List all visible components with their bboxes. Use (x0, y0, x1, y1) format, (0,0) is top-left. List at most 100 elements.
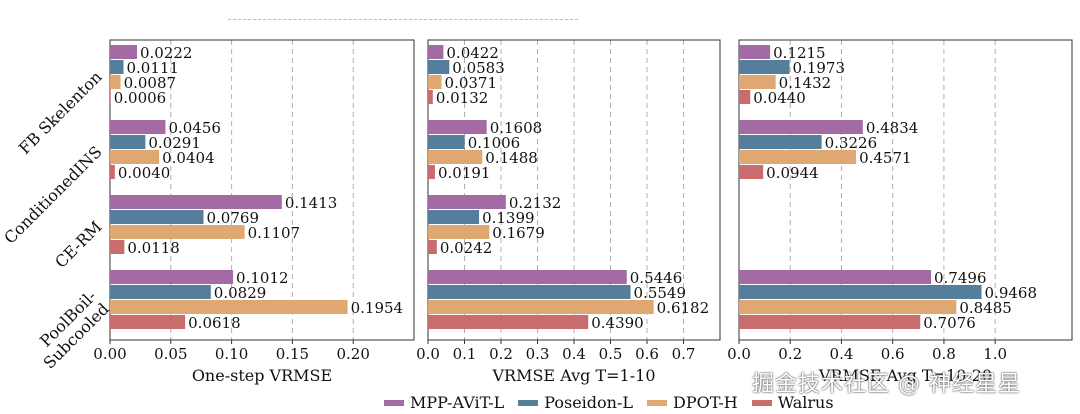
bar-p2-g4-s3 (428, 300, 654, 314)
data-label-p2-g2-s4: 0.0191 (438, 164, 491, 182)
legend-swatch-3 (647, 399, 667, 406)
bar-p1-g3-s4 (110, 240, 125, 254)
data-label-p3-g4-s4: 0.7076 (923, 314, 976, 332)
bar-p1-g3-s3 (110, 225, 245, 239)
bar-p3-g2-s3 (739, 150, 857, 164)
legend-label-1: MPP-AViT-L (410, 393, 505, 412)
panel-frame-2 (427, 39, 721, 341)
data-label-p1-g4-s2: 0.0829 (214, 284, 267, 302)
data-label-p2-g3-s1: 0.2132 (509, 194, 562, 212)
tick-label-p1-2: 0.10 (215, 345, 248, 363)
data-label-p1-g3-s2: 0.0769 (207, 209, 260, 227)
bar-p1-g1-s3 (110, 75, 121, 89)
bar-p3-g1-s4 (739, 90, 751, 104)
data-label-p2-g1-s4: 0.0132 (436, 89, 489, 107)
bar-p3-g4-s1 (739, 270, 932, 284)
bar-p3-g2-s2 (739, 135, 822, 149)
tick-label-p2-7: 0.7 (672, 345, 696, 363)
legend-item-2: Poseidon-L (518, 393, 633, 412)
bar-p2-g3-s2 (428, 210, 480, 224)
bar-p2-g3-s1 (428, 195, 506, 209)
data-label-p1-g2-s1: 0.0456 (168, 119, 221, 137)
bar-p2-g4-s2 (428, 285, 631, 299)
legend-swatch-1 (384, 399, 404, 406)
legend-item-4: Walrus (751, 393, 834, 412)
tick-label-p3-4: 0.8 (932, 345, 956, 363)
data-label-p2-g3-s2: 0.1399 (482, 209, 534, 227)
data-label-p2-g3-s4: 0.0242 (440, 239, 493, 257)
data-label-p1-g3-s1: 0.1413 (285, 194, 338, 212)
data-label-p3-g4-s3: 0.8485 (959, 299, 1012, 317)
watermark: 掘金技术社区 @ 神经星星 (752, 372, 1021, 397)
legend-label-3: DPOT-H (673, 393, 738, 412)
bar-p3-g4-s2 (739, 285, 982, 299)
data-label-p1-g2-s4: 0.0040 (118, 164, 171, 182)
tick-label-p3-2: 0.4 (830, 345, 854, 363)
legend-swatch-4 (751, 399, 772, 406)
x-axis-label-3: VRMSE Avg T=10-20 (818, 366, 992, 385)
bar-p1-g4-s2 (110, 285, 211, 299)
bar-p1-g2-s1 (110, 120, 166, 134)
legend-item-1: MPP-AViT-L (384, 393, 504, 412)
data-label-p1-g1-s2: 0.0111 (126, 59, 178, 77)
data-label-p3-g1-s2: 0.1973 (793, 59, 846, 77)
bar-p2-g4-s1 (428, 270, 627, 284)
tick-label-p3-3: 0.6 (881, 345, 905, 363)
data-label-p2-g4-s3: 0.6182 (657, 299, 710, 317)
bar-p1-g3-s1 (110, 195, 282, 209)
data-label-p1-g4-s4: 0.0618 (188, 314, 241, 332)
data-label-p3-g2-s3: 0.4571 (859, 149, 912, 167)
data-label-p2-g4-s2: 0.5549 (634, 284, 687, 302)
bar-p1-g4-s3 (110, 300, 348, 314)
bar-p2-g1-s3 (428, 75, 442, 89)
tick-label-p2-5: 0.5 (599, 345, 623, 363)
x-axis-label-1: One-step VRMSE (192, 366, 332, 385)
data-label-p2-g1-s1: 0.0422 (446, 44, 499, 62)
bar-p1-g1-s2 (110, 60, 124, 74)
bar-p3-g4-s3 (739, 300, 957, 314)
tick-label-p2-6: 0.6 (635, 345, 659, 363)
bar-p2-g3-s4 (428, 240, 437, 254)
bar-p3-g4-s4 (739, 315, 921, 329)
tick-label-p2-4: 0.4 (562, 345, 586, 363)
bar-p1-g2-s4 (110, 165, 115, 179)
data-label-p2-g3-s3: 0.1679 (492, 224, 545, 242)
data-label-p1-g3-s3: 0.1107 (248, 224, 301, 242)
bar-p2-g2-s4 (428, 165, 435, 179)
bar-p1-g4-s4 (110, 315, 186, 329)
bar-p2-g2-s3 (428, 150, 483, 164)
chart-legend: MPP-AViT-L Poseidon-L DPOT-H Walrus (384, 393, 834, 412)
tick-label-p3-5: 1.0 (983, 345, 1007, 363)
data-label-p2-g2-s3: 0.1488 (485, 149, 538, 167)
x-axis-label-2: VRMSE Avg T=1-10 (491, 366, 655, 385)
bar-p3-g1-s2 (739, 60, 790, 74)
data-label-p2-g2-s2: 0.1006 (468, 134, 521, 152)
tick-label-p3-0: 0.0 (727, 345, 751, 363)
top-divider-line (228, 19, 578, 20)
bar-p3-g2-s1 (739, 120, 863, 134)
panel-frame-3 (738, 39, 1073, 341)
data-label-p3-g1-s1: 0.1215 (773, 44, 826, 62)
data-label-p2-g4-s1: 0.5446 (630, 269, 683, 287)
data-label-p1-g1-s4: 0.0006 (114, 89, 167, 107)
data-label-p3-g4-s1: 0.7496 (934, 269, 987, 287)
category-label-3: CE-RM (51, 217, 105, 271)
bar-p3-g2-s4 (739, 165, 764, 179)
bar-p2-g1-s1 (428, 45, 444, 59)
bar-p2-g1-s4 (428, 90, 433, 104)
legend-label-2: Poseidon-L (544, 393, 633, 412)
tick-label-p1-4: 0.20 (336, 345, 369, 363)
data-label-p1-g2-s3: 0.0404 (162, 149, 215, 167)
data-label-p2-g4-s4: 0.4390 (591, 314, 644, 332)
data-label-p1-g1-s3: 0.0087 (124, 74, 176, 92)
tick-label-p2-0: 0.0 (416, 345, 440, 363)
data-label-p2-g2-s1: 0.1608 (490, 119, 543, 137)
bar-p2-g2-s2 (428, 135, 465, 149)
bar-p2-g4-s4 (428, 315, 589, 329)
bar-p2-g1-s2 (428, 60, 450, 74)
bar-p3-g1-s3 (739, 75, 776, 89)
data-label-p1-g3-s4: 0.0118 (127, 239, 180, 257)
data-label-p3-g2-s2: 0.3226 (825, 134, 878, 152)
data-label-p2-g1-s3: 0.0371 (445, 74, 498, 92)
